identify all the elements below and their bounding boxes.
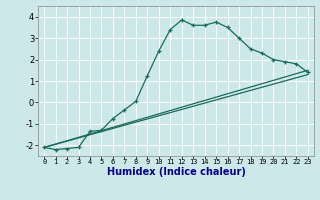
X-axis label: Humidex (Indice chaleur): Humidex (Indice chaleur)	[107, 167, 245, 177]
